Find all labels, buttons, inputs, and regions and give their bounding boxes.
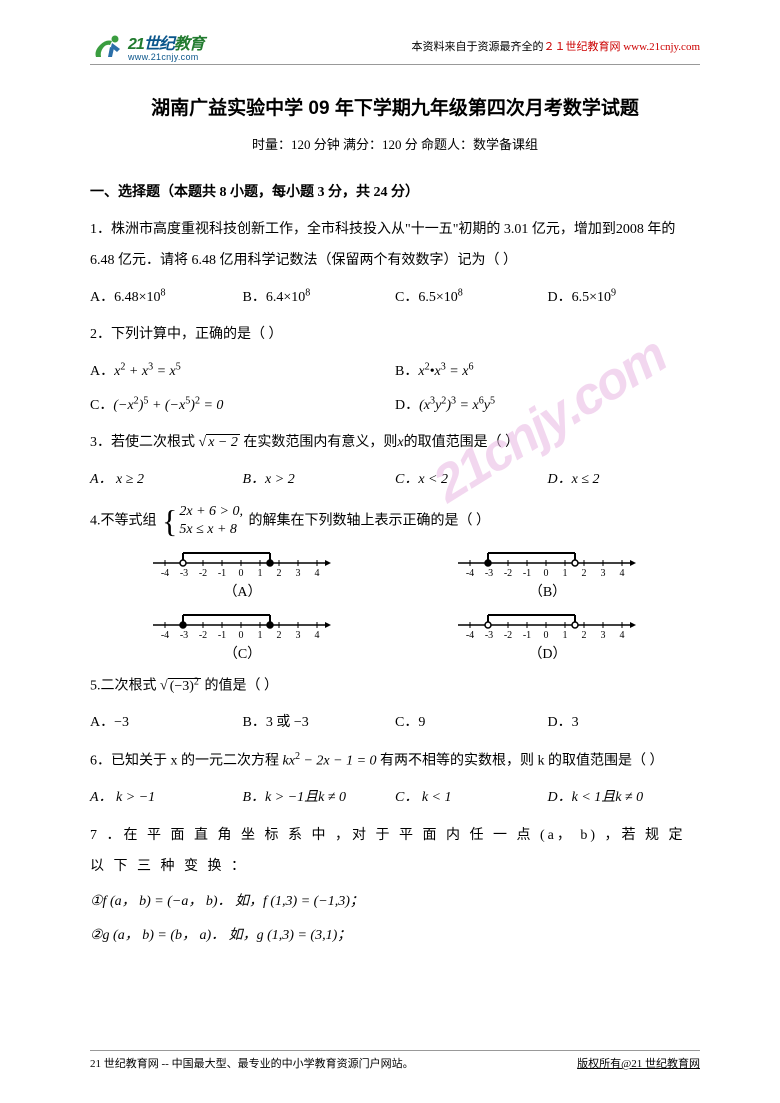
question-4: 4.不等式组 { 2x + 6 > 0, 5x ≤ x + 8 的解集在下列数轴… <box>90 503 700 539</box>
svg-text:0: 0 <box>238 568 243 579</box>
svg-text:4: 4 <box>619 568 624 579</box>
numberline-D: -4 -3 -2 -1 0 1 2 3 4 <box>458 609 638 643</box>
question-2: 2．下列计算中，正确的是（ ） <box>90 320 700 351</box>
question-6: 6．已知关于 x 的一元二次方程 kx2 − 2x − 1 = 0 有两不相等的… <box>90 746 700 777</box>
svg-text:1: 1 <box>562 630 567 641</box>
svg-text:1: 1 <box>257 568 262 579</box>
svg-text:3: 3 <box>600 568 605 579</box>
svg-text:1: 1 <box>562 568 567 579</box>
exam-meta: 时量：120 分钟 满分：120 分 命题人：数学备课组 <box>90 134 700 153</box>
page-footer: 21 世纪教育网 -- 中国最大型、最专业的中小学教育资源门户网站。 版权所有@… <box>90 1050 700 1071</box>
svg-text:-1: -1 <box>217 568 225 579</box>
question-7: 7 ．在 平 面 直 角 坐 标 系 中 ，对 于 平 面 内 任 一 点 (a… <box>90 821 700 883</box>
question-4-options-row2: -4-3-2-101234 （C） -4-3-2-101234 （D） <box>90 609 700 663</box>
svg-text:-2: -2 <box>198 630 206 641</box>
logo-text: 21世纪教育 www.21cnjy.com <box>128 30 204 62</box>
question-7-f1: ①f (a， b) = (−a， b)． 如，f (1,3) = (−1,3)； <box>90 887 700 918</box>
svg-text:-4: -4 <box>465 630 473 641</box>
svg-text:4: 4 <box>619 630 624 641</box>
svg-text:-3: -3 <box>179 568 187 579</box>
question-6-options: A． k > −1 B．k > −1且k ≠ 0 C． k < 1 D．k < … <box>90 781 700 815</box>
svg-text:-4: -4 <box>465 568 473 579</box>
section-1-title: 一、选择题（本题共 8 小题，每小题 3 分，共 24 分） <box>90 181 700 201</box>
question-4-options-row1: -4-3-2-101234 （A） -4-3-2-101234 （B） <box>90 547 700 601</box>
svg-text:2: 2 <box>276 630 281 641</box>
svg-text:-2: -2 <box>503 568 511 579</box>
svg-text:-3: -3 <box>484 568 492 579</box>
svg-text:-1: -1 <box>217 630 225 641</box>
svg-text:-1: -1 <box>522 568 530 579</box>
question-5-options: A．−3 B．3 或 −3 C．9 D．3 <box>90 706 700 740</box>
header-attribution: 本资料来自于资源最齐全的２１世纪教育网 www.21cnjy.com <box>411 38 700 54</box>
svg-text:0: 0 <box>543 568 548 579</box>
footer-left: 21 世纪教育网 -- 中国最大型、最专业的中小学教育资源门户网站。 <box>90 1055 414 1071</box>
question-1: 1．株洲市高度重视科技创新工作，全市科技投入从"十一五"初期的 3.01 亿元，… <box>90 215 700 277</box>
logo: 21世纪教育 www.21cnjy.com <box>90 30 204 62</box>
svg-text:2: 2 <box>581 630 586 641</box>
svg-text:-2: -2 <box>503 630 511 641</box>
svg-text:0: 0 <box>238 630 243 641</box>
document-title: 湖南广益实验中学 09 年下学期九年级第四次月考数学试题 <box>90 93 700 120</box>
svg-text:-1: -1 <box>522 630 530 641</box>
svg-text:3: 3 <box>295 568 300 579</box>
svg-text:4: 4 <box>314 630 319 641</box>
svg-text:2: 2 <box>276 568 281 579</box>
svg-text:1: 1 <box>257 630 262 641</box>
logo-icon <box>90 31 124 61</box>
svg-text:4: 4 <box>314 568 319 579</box>
svg-text:-4: -4 <box>160 568 168 579</box>
numberline-A: -4 -3 -2 -1 0 1 2 3 4 <box>153 547 333 581</box>
svg-text:3: 3 <box>600 630 605 641</box>
question-2-options: A．x2 + x3 = x5 B．x2•x3 = x6 C．(−x2)5 + (… <box>90 355 700 422</box>
svg-text:-4: -4 <box>160 630 168 641</box>
page-header: 21世纪教育 www.21cnjy.com 本资料来自于资源最齐全的２１世纪教育… <box>90 30 700 65</box>
svg-text:2: 2 <box>581 568 586 579</box>
question-3-options: A． x ≥ 2 B．x > 2 C．x < 2 D．x ≤ 2 <box>90 463 700 497</box>
svg-text:-3: -3 <box>179 630 187 641</box>
svg-text:3: 3 <box>295 630 300 641</box>
svg-text:0: 0 <box>543 630 548 641</box>
svg-text:-3: -3 <box>484 630 492 641</box>
question-5: 5.二次根式 √(−3)2 的值是（ ） <box>90 671 700 702</box>
numberline-B: -4 -3 -2 -1 0 1 2 3 4 <box>458 547 638 581</box>
numberline-C: -4 -3 -2 -1 0 1 2 3 4 <box>153 609 333 643</box>
question-1-options: A．6.48×108 B．6.4×108 C．6.5×108 D．6.5×109 <box>90 281 700 315</box>
question-7-f2: ②g (a， b) = (b， a)． 如，g (1,3) = (3,1)； <box>90 921 700 952</box>
svg-text:-2: -2 <box>198 568 206 579</box>
question-3: 3．若使二次根式 √x − 2 在实数范围内有意义，则x的取值范围是（ ） <box>90 428 700 459</box>
footer-right: 版权所有@21 世纪教育网 <box>577 1055 700 1071</box>
